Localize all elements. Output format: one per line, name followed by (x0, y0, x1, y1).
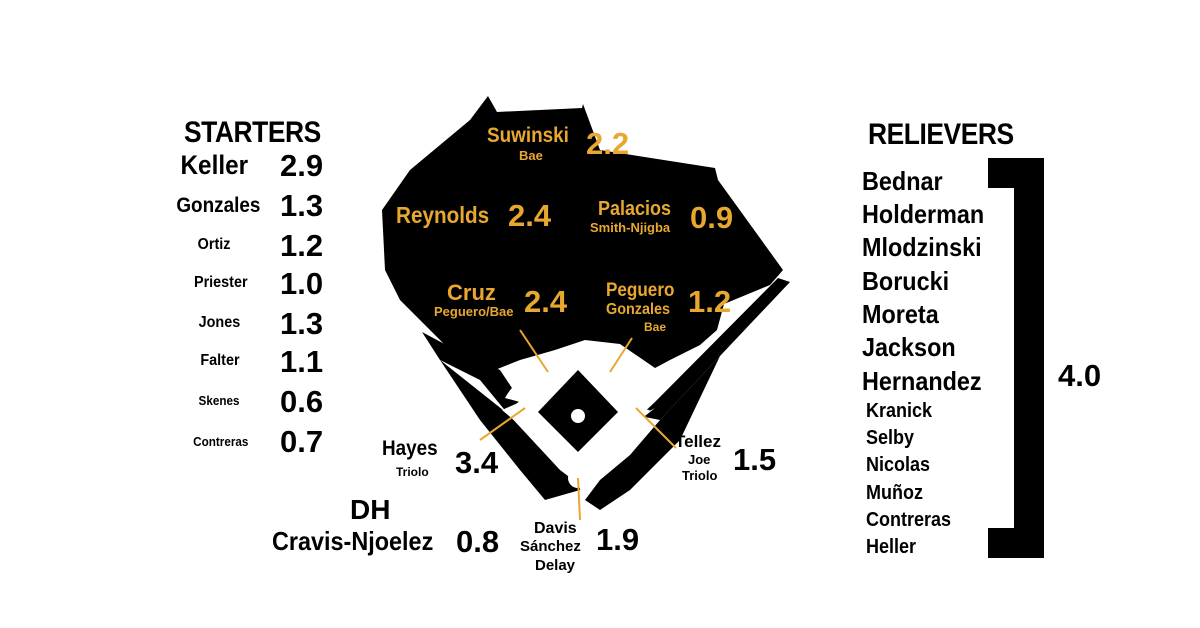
right-foul-line-black (585, 356, 720, 510)
reliever-name: Jackson (862, 332, 956, 362)
1b-name: Tellez (675, 432, 721, 451)
starter-name: Falter (200, 352, 240, 369)
pointer-3b (479, 407, 526, 441)
starter-name: Gonzales (175, 194, 260, 217)
dh-name: Cravis-Njoelez (272, 526, 434, 556)
starter-name: Priester (194, 274, 248, 291)
reliever-name: Muñoz (866, 482, 923, 504)
reliever-name: Holderman (862, 199, 985, 229)
relievers-title: RELIEVERS (868, 118, 1014, 151)
2b-name: Peguero (606, 280, 675, 301)
2b-backup2: Bae (644, 320, 667, 334)
rf-war: 0.9 (690, 200, 734, 235)
starter-war: 2.9 (280, 148, 324, 183)
c-backup2: Delay (535, 557, 576, 574)
pitchers-mound (571, 409, 585, 423)
starter-war: 1.2 (280, 228, 324, 263)
left-foul-area (422, 332, 520, 414)
reliever-name: Kranick (866, 400, 933, 422)
pointer-c (577, 477, 581, 521)
reliever-name: Nicolas (866, 454, 931, 476)
starter-war: 1.0 (280, 266, 324, 301)
cf-name: Suwinski (487, 124, 569, 147)
reliever-name: Contreras (866, 509, 952, 531)
1b-backup: Joe (688, 452, 711, 467)
reliever-name: Selby (866, 427, 915, 449)
dh-label: DH (350, 494, 391, 525)
right-foul-area (640, 278, 790, 420)
3b-backup: Triolo (396, 465, 429, 479)
pointer-2b (609, 337, 633, 373)
starter-war: 1.1 (280, 344, 324, 379)
starter-name: Jones (198, 314, 240, 331)
reliever-name: Borucki (862, 266, 950, 296)
starter-war: 1.3 (280, 188, 324, 223)
starter-war: 0.7 (280, 424, 324, 459)
2b-backup: Gonzales (606, 301, 671, 318)
reliever-name: Moreta (862, 299, 939, 329)
starter-name: Skenes (199, 393, 240, 408)
starter-name: Keller (180, 150, 248, 180)
3b-war: 3.4 (455, 445, 499, 480)
c-war: 1.9 (596, 522, 640, 557)
c-backup: Sánchez (520, 538, 581, 555)
relievers-total-war: 4.0 (1058, 358, 1102, 393)
left-foul-line-black (440, 360, 580, 500)
starters-title: STARTERS (184, 116, 321, 149)
outfield-shape (382, 96, 783, 370)
reliever-name: Mlodzinski (862, 232, 982, 262)
pointer-ss (519, 329, 549, 373)
reliever-name: Bednar (862, 166, 943, 196)
lf-war: 2.4 (508, 198, 552, 233)
lf-name: Reynolds (396, 202, 490, 228)
3b-name: Hayes (382, 437, 438, 460)
2b-war: 1.2 (688, 284, 732, 319)
starter-war: 0.6 (280, 384, 324, 419)
relievers-bracket (988, 158, 1044, 558)
1b-backup2: Triolo (682, 468, 718, 483)
first-base-line (580, 408, 650, 472)
cf-backup: Bae (519, 148, 543, 163)
reliever-name: Hernandez (862, 366, 982, 396)
third-base-line (502, 402, 580, 470)
starter-name: Contreras (192, 434, 248, 449)
1b-war: 1.5 (733, 442, 777, 477)
dh-war: 0.8 (456, 524, 500, 559)
starter-war: 1.3 (280, 306, 324, 341)
ss-war: 2.4 (524, 284, 568, 319)
ss-backup: Peguero/Bae (434, 304, 514, 319)
pointer-1b (635, 407, 677, 449)
ss-name: Cruz (447, 280, 496, 305)
rf-backup: Smith-Njigba (590, 220, 671, 235)
c-name: Davis (534, 520, 577, 537)
reliever-name: Heller (866, 536, 917, 558)
rf-name: Palacios (598, 198, 672, 220)
cf-war: 2.2 (586, 126, 630, 161)
starter-name: Ortiz (197, 236, 230, 253)
